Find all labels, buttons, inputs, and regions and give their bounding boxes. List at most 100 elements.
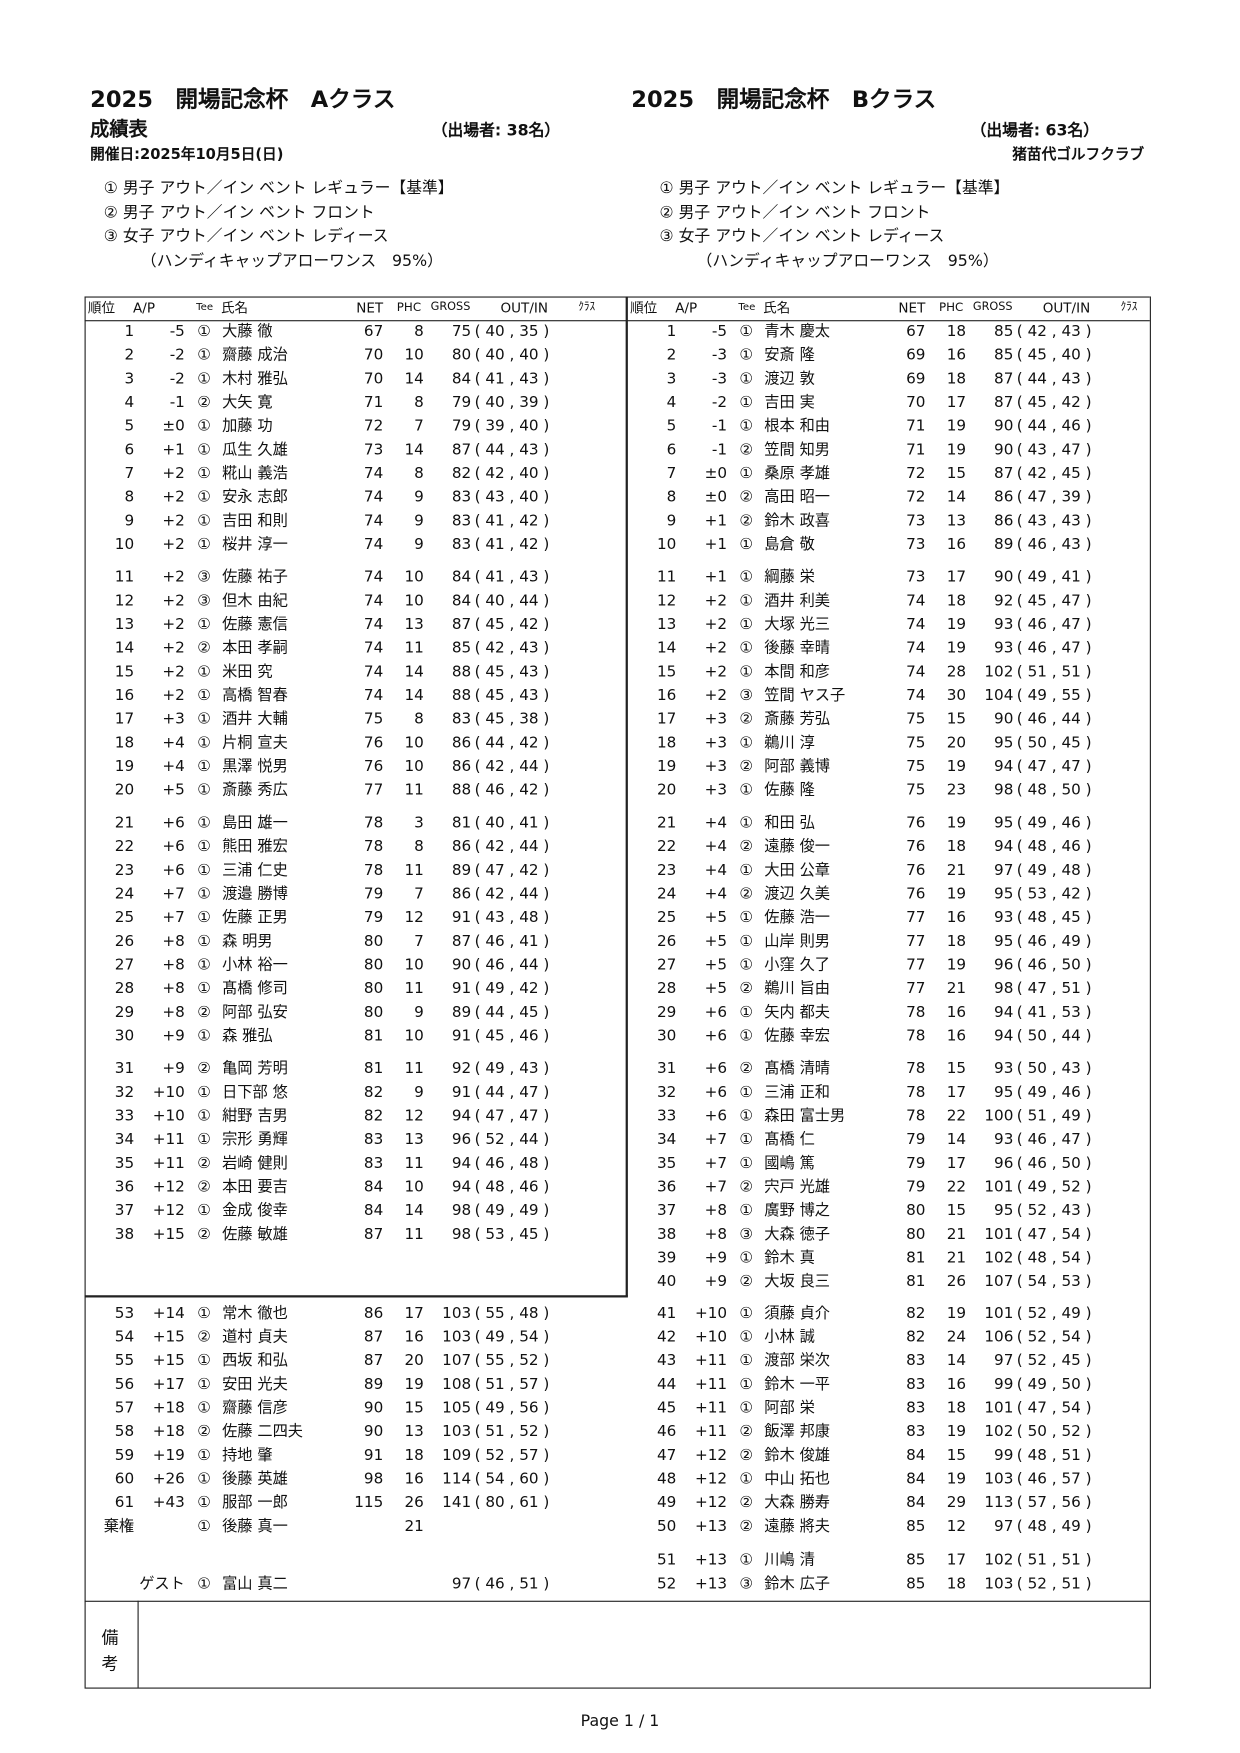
rank: 10 bbox=[114, 535, 135, 554]
gross: 94 bbox=[451, 1154, 472, 1173]
name: 和田 弘 bbox=[764, 813, 815, 832]
out-in: ( 45 , 38 ) bbox=[474, 710, 550, 729]
phc: 10 bbox=[404, 733, 424, 752]
name: 日下部 悠 bbox=[222, 1083, 288, 1102]
rank: 30 bbox=[656, 1026, 677, 1045]
tee: ① bbox=[197, 1398, 211, 1417]
tee: ① bbox=[739, 591, 754, 610]
net: 72 bbox=[906, 464, 926, 483]
out-in: ( 41 , 42 ) bbox=[474, 535, 550, 554]
out-in: ( 43 , 43 ) bbox=[1016, 511, 1092, 530]
ap: -1 bbox=[711, 440, 728, 459]
net: 74 bbox=[906, 639, 926, 658]
out-in: ( 47 , 42 ) bbox=[474, 861, 550, 880]
tee: ① bbox=[197, 1469, 211, 1488]
rank: 52 bbox=[656, 1574, 677, 1593]
tee: ① bbox=[739, 1398, 754, 1417]
phc: 9 bbox=[414, 488, 424, 507]
name: 鈴木 真 bbox=[764, 1249, 815, 1268]
ap: +6 bbox=[162, 813, 185, 832]
name: 佐藤 幸宏 bbox=[764, 1026, 831, 1045]
out-in: ( 46 , 47 ) bbox=[1016, 1130, 1092, 1149]
ap: +6 bbox=[162, 837, 185, 856]
name: 飯澤 邦康 bbox=[764, 1422, 831, 1441]
name: 高橋 智春 bbox=[222, 686, 288, 705]
tee: ① bbox=[739, 1154, 754, 1173]
name: 鈴木 広子 bbox=[764, 1574, 831, 1593]
tee: ② bbox=[739, 488, 754, 507]
ap: +8 bbox=[162, 979, 185, 998]
tee: ① bbox=[197, 322, 211, 341]
phc: 16 bbox=[404, 1469, 424, 1488]
phc: 10 bbox=[404, 591, 424, 610]
title: 2025 開場記念杯 Bクラス bbox=[631, 85, 937, 113]
name: 髙橋 修司 bbox=[222, 979, 288, 998]
net: 83 bbox=[363, 1154, 384, 1173]
ap: +2 bbox=[704, 615, 728, 634]
gross: 86 bbox=[994, 511, 1014, 530]
rank: 61 bbox=[114, 1493, 135, 1512]
ap: +6 bbox=[704, 1026, 728, 1045]
border bbox=[84, 296, 86, 1688]
rank: 3 bbox=[124, 369, 135, 388]
rank: 55 bbox=[114, 1351, 135, 1370]
tee: ② bbox=[197, 1177, 211, 1197]
net: 74 bbox=[363, 662, 384, 681]
out-in: ( 49 , 55 ) bbox=[1016, 686, 1092, 705]
tee: ① bbox=[197, 1083, 211, 1102]
name: 大坂 良三 bbox=[764, 1272, 831, 1291]
phc: 14 bbox=[404, 662, 424, 681]
out-in: ( 46 , 41 ) bbox=[474, 932, 550, 951]
tee: ① bbox=[197, 979, 211, 998]
name: 岩崎 健則 bbox=[222, 1154, 288, 1173]
tee: ① bbox=[739, 662, 754, 681]
rank: 16 bbox=[656, 686, 677, 705]
net: 77 bbox=[363, 781, 384, 800]
net: 78 bbox=[363, 813, 384, 832]
rank: 9 bbox=[124, 511, 135, 530]
net: 74 bbox=[906, 591, 926, 610]
phc: 21 bbox=[946, 979, 967, 998]
out-in: ( 49 , 43 ) bbox=[474, 1059, 550, 1078]
border bbox=[84, 320, 1150, 322]
name: 森 明男 bbox=[222, 932, 273, 951]
net: 69 bbox=[906, 346, 926, 365]
out-in: ( 45 , 43 ) bbox=[474, 686, 550, 705]
name: 佐藤 正男 bbox=[222, 908, 288, 927]
tee-note: ③ 女子 アウト／イン ベント レディース bbox=[103, 227, 389, 246]
tee: ① bbox=[739, 322, 754, 341]
phc: 16 bbox=[946, 908, 967, 927]
name: 常木 徹也 bbox=[222, 1304, 288, 1323]
ap: +43 bbox=[152, 1493, 185, 1512]
name: 綱藤 栄 bbox=[764, 568, 815, 587]
net: 73 bbox=[363, 440, 384, 459]
gross: 87 bbox=[451, 932, 472, 951]
name: 西坂 和弘 bbox=[222, 1351, 288, 1370]
column-header: 順位 bbox=[630, 299, 658, 316]
tee: ① bbox=[197, 662, 211, 681]
column-header: NET bbox=[898, 299, 926, 316]
name: 青木 慶太 bbox=[764, 322, 831, 341]
out-in: ( 43 , 47 ) bbox=[1016, 440, 1092, 459]
tee: ① bbox=[197, 488, 211, 507]
net: 76 bbox=[363, 733, 384, 752]
tee: ① bbox=[197, 757, 211, 776]
ap: +15 bbox=[152, 1351, 185, 1370]
rank: 19 bbox=[656, 757, 677, 776]
tee: ① bbox=[739, 464, 754, 483]
tee: ① bbox=[197, 1026, 211, 1045]
gross: 102 bbox=[984, 1422, 1014, 1441]
tee-note: （ハンディキャップアローワンス 95%） bbox=[140, 251, 443, 270]
net: 78 bbox=[906, 1059, 926, 1078]
rank: 28 bbox=[656, 979, 677, 998]
net: 83 bbox=[906, 1351, 926, 1370]
phc: 14 bbox=[404, 440, 424, 459]
tee: ① bbox=[739, 1003, 754, 1022]
tee: ① bbox=[739, 813, 754, 832]
net: 84 bbox=[906, 1446, 926, 1465]
border bbox=[84, 1295, 628, 1298]
name: 加藤 功 bbox=[222, 417, 273, 436]
rank: 23 bbox=[114, 861, 135, 880]
phc: 15 bbox=[946, 1059, 967, 1078]
tee: ① bbox=[739, 733, 754, 752]
